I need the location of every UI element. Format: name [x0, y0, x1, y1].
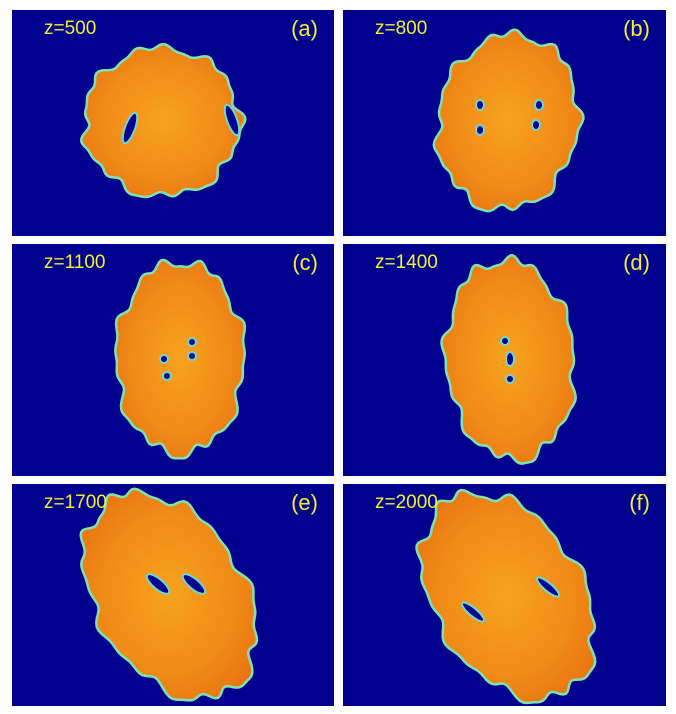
vortex-hole — [532, 120, 540, 130]
vortex-hole — [188, 338, 196, 346]
vortex-hole — [188, 352, 196, 360]
panel-tag: (e) — [291, 490, 318, 515]
panel: z=1100 (c) — [12, 244, 334, 476]
vortex-hole — [506, 375, 514, 383]
panel-tag: (a) — [291, 16, 318, 41]
vortex-hole — [535, 100, 543, 110]
vortex-hole — [160, 355, 168, 363]
vortex-hole — [476, 100, 484, 110]
panel-tag: (b) — [623, 16, 650, 41]
figure: z=500 (a) z=800 (b) z=1100 (c) z=1400 (d) z=1700… — [0, 0, 676, 714]
panel-tag: (c) — [292, 250, 318, 275]
z-label: z=1700 — [44, 492, 107, 513]
vortex-hole — [163, 372, 171, 380]
z-label: z=1400 — [375, 252, 438, 273]
vortex-hole — [476, 125, 484, 135]
vortex-hole — [506, 352, 514, 366]
panel: z=500 (a) — [12, 10, 334, 236]
z-label: z=1100 — [44, 252, 105, 273]
panel-tag: (d) — [623, 250, 650, 275]
panel-tag: (f) — [629, 490, 650, 515]
panel: z=1400 (d) — [343, 244, 666, 476]
panel: z=2000 (f) — [343, 484, 666, 706]
z-label: z=500 — [44, 18, 96, 39]
panel: z=1700 (e) — [12, 484, 334, 706]
panel: z=800 (b) — [343, 10, 666, 236]
z-label: z=2000 — [375, 492, 438, 513]
z-label: z=800 — [375, 18, 427, 39]
vortex-hole — [501, 337, 509, 345]
